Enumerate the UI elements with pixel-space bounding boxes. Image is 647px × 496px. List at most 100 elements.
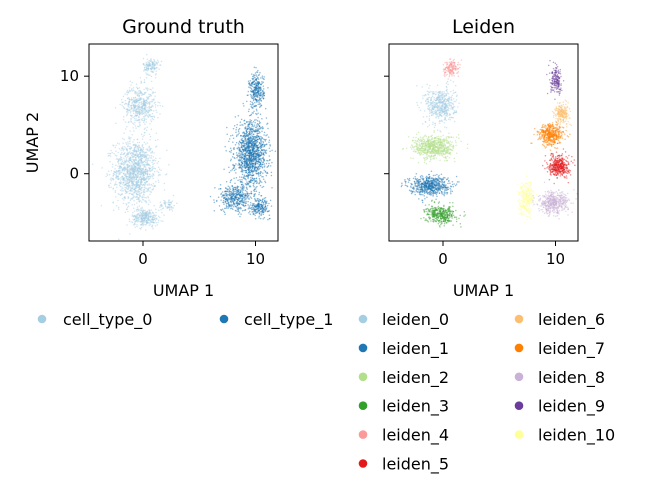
data-point xyxy=(421,122,424,125)
data-point xyxy=(136,138,138,141)
data-point xyxy=(137,196,140,199)
data-point xyxy=(135,178,138,181)
data-point xyxy=(259,174,262,176)
data-point xyxy=(251,170,253,172)
data-point xyxy=(448,116,451,119)
data-point xyxy=(213,201,216,204)
data-point xyxy=(172,207,175,209)
data-point xyxy=(265,208,267,210)
data-point xyxy=(428,119,431,122)
data-point xyxy=(237,155,239,158)
data-point xyxy=(248,162,250,165)
data-point xyxy=(117,151,119,154)
data-point xyxy=(153,69,155,71)
data-point xyxy=(220,209,223,212)
data-point xyxy=(252,120,255,123)
data-point xyxy=(128,220,131,222)
data-point xyxy=(120,149,122,151)
data-point xyxy=(439,90,442,93)
data-point xyxy=(121,160,124,162)
data-point xyxy=(228,166,230,169)
data-point xyxy=(157,179,160,181)
data-point xyxy=(456,94,458,96)
data-point xyxy=(261,96,263,98)
data-point xyxy=(263,92,265,95)
data-point xyxy=(255,146,257,148)
data-point xyxy=(249,181,251,183)
data-point xyxy=(136,94,139,96)
data-point xyxy=(236,191,239,193)
data-point xyxy=(152,163,154,166)
data-point xyxy=(436,107,439,110)
data-point xyxy=(147,111,149,114)
data-point xyxy=(138,108,140,111)
data-point xyxy=(130,174,132,177)
data-point xyxy=(153,204,155,207)
data-point xyxy=(248,185,251,188)
data-point xyxy=(260,89,262,91)
data-point xyxy=(258,132,260,135)
data-point xyxy=(233,166,235,169)
data-point xyxy=(257,76,259,79)
data-point xyxy=(259,89,261,91)
data-point xyxy=(127,196,129,198)
data-point xyxy=(143,103,145,106)
data-point xyxy=(258,101,260,104)
data-point xyxy=(164,205,167,207)
data-point xyxy=(269,165,272,167)
data-point xyxy=(152,91,155,94)
data-point xyxy=(256,125,258,127)
data-point xyxy=(231,189,234,192)
data-point xyxy=(256,199,259,202)
data-point xyxy=(447,92,450,95)
data-point xyxy=(171,200,174,202)
data-point xyxy=(237,133,239,136)
data-point xyxy=(139,168,141,170)
data-point xyxy=(159,201,162,204)
data-point xyxy=(130,117,132,119)
data-point xyxy=(432,90,435,93)
data-point xyxy=(256,145,259,147)
data-point xyxy=(253,210,256,212)
data-point xyxy=(261,82,263,85)
data-point xyxy=(146,70,149,72)
data-point xyxy=(243,174,246,176)
data-point xyxy=(125,91,128,93)
data-point xyxy=(153,67,156,70)
data-point xyxy=(261,137,264,139)
data-point xyxy=(261,186,263,189)
data-point xyxy=(237,164,239,166)
data-point xyxy=(234,116,237,118)
data-point xyxy=(232,153,235,156)
data-point xyxy=(139,106,141,109)
data-point xyxy=(144,131,146,134)
data-point xyxy=(264,150,267,153)
data-point xyxy=(251,179,254,182)
data-point xyxy=(130,221,132,223)
data-point xyxy=(263,158,265,160)
data-point xyxy=(137,191,139,194)
data-point xyxy=(146,170,149,173)
data-point xyxy=(114,154,117,157)
data-point xyxy=(150,175,152,178)
data-point xyxy=(258,98,261,101)
data-point xyxy=(248,159,251,161)
data-point xyxy=(124,186,126,189)
data-point xyxy=(133,171,136,174)
data-point xyxy=(119,172,122,174)
data-point xyxy=(116,142,119,144)
data-point xyxy=(151,100,154,103)
data-point xyxy=(255,190,258,193)
data-point xyxy=(255,172,257,174)
data-point xyxy=(258,202,261,204)
data-point xyxy=(130,97,133,99)
data-point xyxy=(259,199,261,202)
data-point xyxy=(124,192,127,195)
data-point xyxy=(140,101,143,103)
data-point xyxy=(149,149,152,151)
data-point xyxy=(114,146,117,149)
data-point xyxy=(121,175,124,178)
data-point xyxy=(122,181,125,184)
data-point xyxy=(147,159,150,161)
data-point xyxy=(148,222,150,224)
